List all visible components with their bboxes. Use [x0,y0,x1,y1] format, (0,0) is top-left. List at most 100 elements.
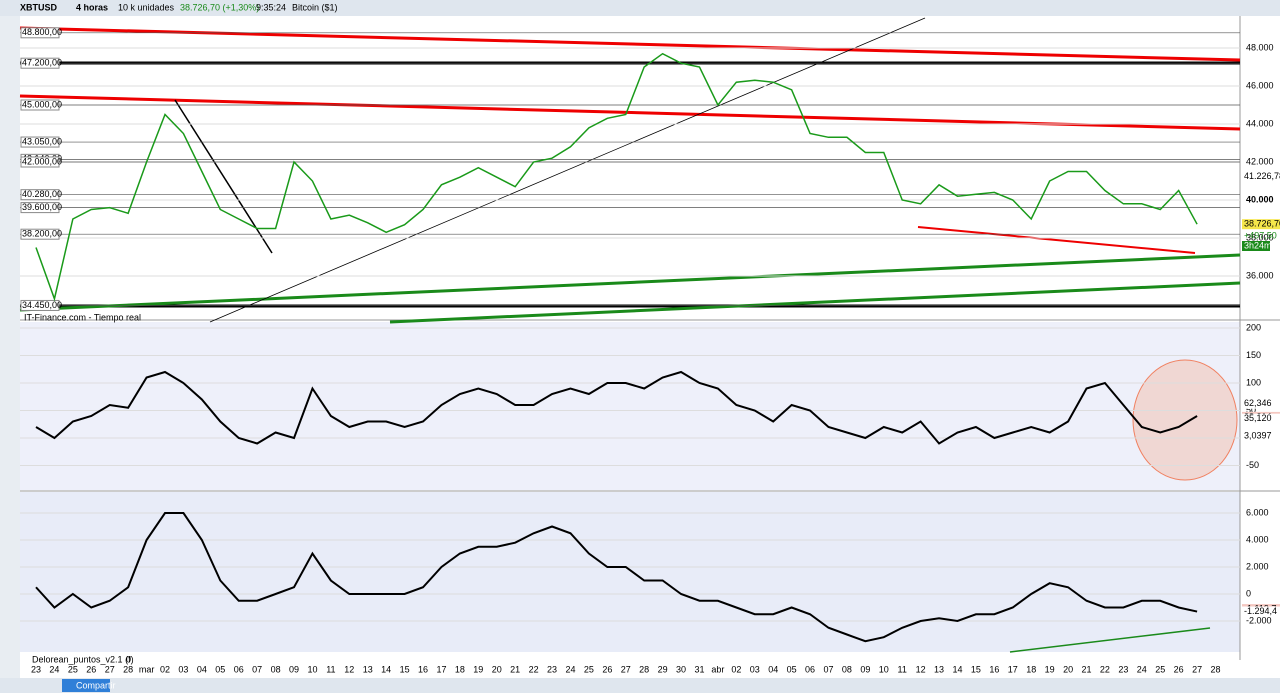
date-label: 07 [823,664,833,674]
units[interactable]: 10 k unidades [118,2,175,12]
date-label: 02 [731,664,741,674]
date-label: 27 [105,664,115,674]
level-label: 42.000,00 [22,156,62,166]
date-label: 24 [49,664,59,674]
level-tag [20,189,60,201]
y-tick-label: 0 [1246,588,1251,598]
y-tick-label: 4.000 [1246,534,1269,544]
level-label: 45.000,00 [22,99,62,109]
date-label: 28 [639,664,649,674]
trend-line [209,17,926,323]
date-label: 24 [1137,664,1147,674]
date-label: 06 [805,664,815,674]
trend-line [389,281,1241,324]
date-label: 03 [178,664,188,674]
price-tag [1242,431,1280,442]
date-label: 28 [1211,664,1221,674]
level-label: 34.450,00 [22,300,62,310]
top-toolbar [0,0,1280,16]
y-tick-label: 6.000 [1246,507,1269,517]
price-tag [1242,413,1280,424]
date-label: 18 [455,664,465,674]
date-label: 20 [1063,664,1073,674]
y-tick-label: 36.000 [1246,270,1274,280]
share-label[interactable]: Compartir [76,680,116,690]
date-label: 25 [584,664,594,674]
date-label: 10 [879,664,889,674]
price-tag-label: 62,346 [1244,398,1272,408]
share-button[interactable] [62,679,110,692]
level-label: 39.600,00 [22,202,62,212]
y-tick-label: 150 [1246,350,1261,360]
date-label: 12 [344,664,354,674]
date-label: 30 [676,664,686,674]
y-tick-label: 48.000 [1246,42,1274,52]
price-tag [1242,606,1280,617]
date-label: 12 [916,664,926,674]
interval[interactable]: 4 horas [76,2,108,12]
price-tag-label: 38.726,70 [1244,219,1280,229]
date-label: 13 [934,664,944,674]
date-label: 02 [160,664,170,674]
countdown-bg [1242,241,1270,251]
price-tag [1242,398,1280,409]
level-label: 43.050,00 [22,136,62,146]
price-tag [1242,171,1280,182]
series-line [35,52,1198,302]
date-label: 25 [68,664,78,674]
date-label: 03 [750,664,760,674]
pane2-param: 0 [126,654,131,664]
bottom-bar [0,678,1280,693]
date-label: 25 [1155,664,1165,674]
pane2-label: Delorean_puntos_v2.1 (f) [32,654,134,664]
date-label: 27 [621,664,631,674]
level-tag [20,136,60,148]
date-label: 13 [363,664,373,674]
level-tag [20,99,60,111]
level-label: 48.800,00 [22,27,62,37]
level-tag [20,27,60,39]
date-label: 08 [271,664,281,674]
date-label: 15 [971,664,981,674]
level-tag [20,228,60,240]
date-label: 17 [436,664,446,674]
level-label: 47.200,00 [22,58,62,68]
price-tag-label: 35,120 [1244,413,1272,423]
date-label: 08 [842,664,852,674]
y-tick-label: 44.000 [1246,118,1274,128]
countdown: 3h24m [1244,240,1272,250]
series-line [35,370,1198,445]
date-label: 19 [1045,664,1055,674]
date-label: 21 [1082,664,1092,674]
date-label: 31 [694,664,704,674]
date-label: 11 [326,664,335,674]
date-label: 05 [787,664,797,674]
date-label: 04 [197,664,207,674]
date-label: 29 [658,664,668,674]
highlight [1132,359,1238,481]
level-tag [20,299,60,311]
symbol[interactable]: XBTUSD [20,2,58,12]
time: 9:35:24 [256,2,286,12]
date-label: 14 [381,664,391,674]
trend-line [917,226,1196,254]
change-label: +497,50 [1244,230,1277,240]
date-label: 20 [492,664,502,674]
date-label: 04 [768,664,778,674]
y-tick-label: 40.000 [1246,194,1274,204]
date-label: 22 [529,664,539,674]
date-label: 16 [989,664,999,674]
date-label: 15 [400,664,410,674]
date-label: 23 [1118,664,1128,674]
y-tick-label: 50 [1246,405,1256,415]
date-label: abr [711,664,724,674]
date-label: 07 [252,664,262,674]
trend-line [19,26,1241,62]
date-label: 23 [31,664,41,674]
y-tick-label: -50 [1246,460,1259,470]
level-label: 38.200,00 [22,229,62,239]
date-label: 26 [602,664,612,674]
left-toolbar [0,16,20,678]
date-label: 24 [565,664,575,674]
date-label: 09 [289,664,299,674]
